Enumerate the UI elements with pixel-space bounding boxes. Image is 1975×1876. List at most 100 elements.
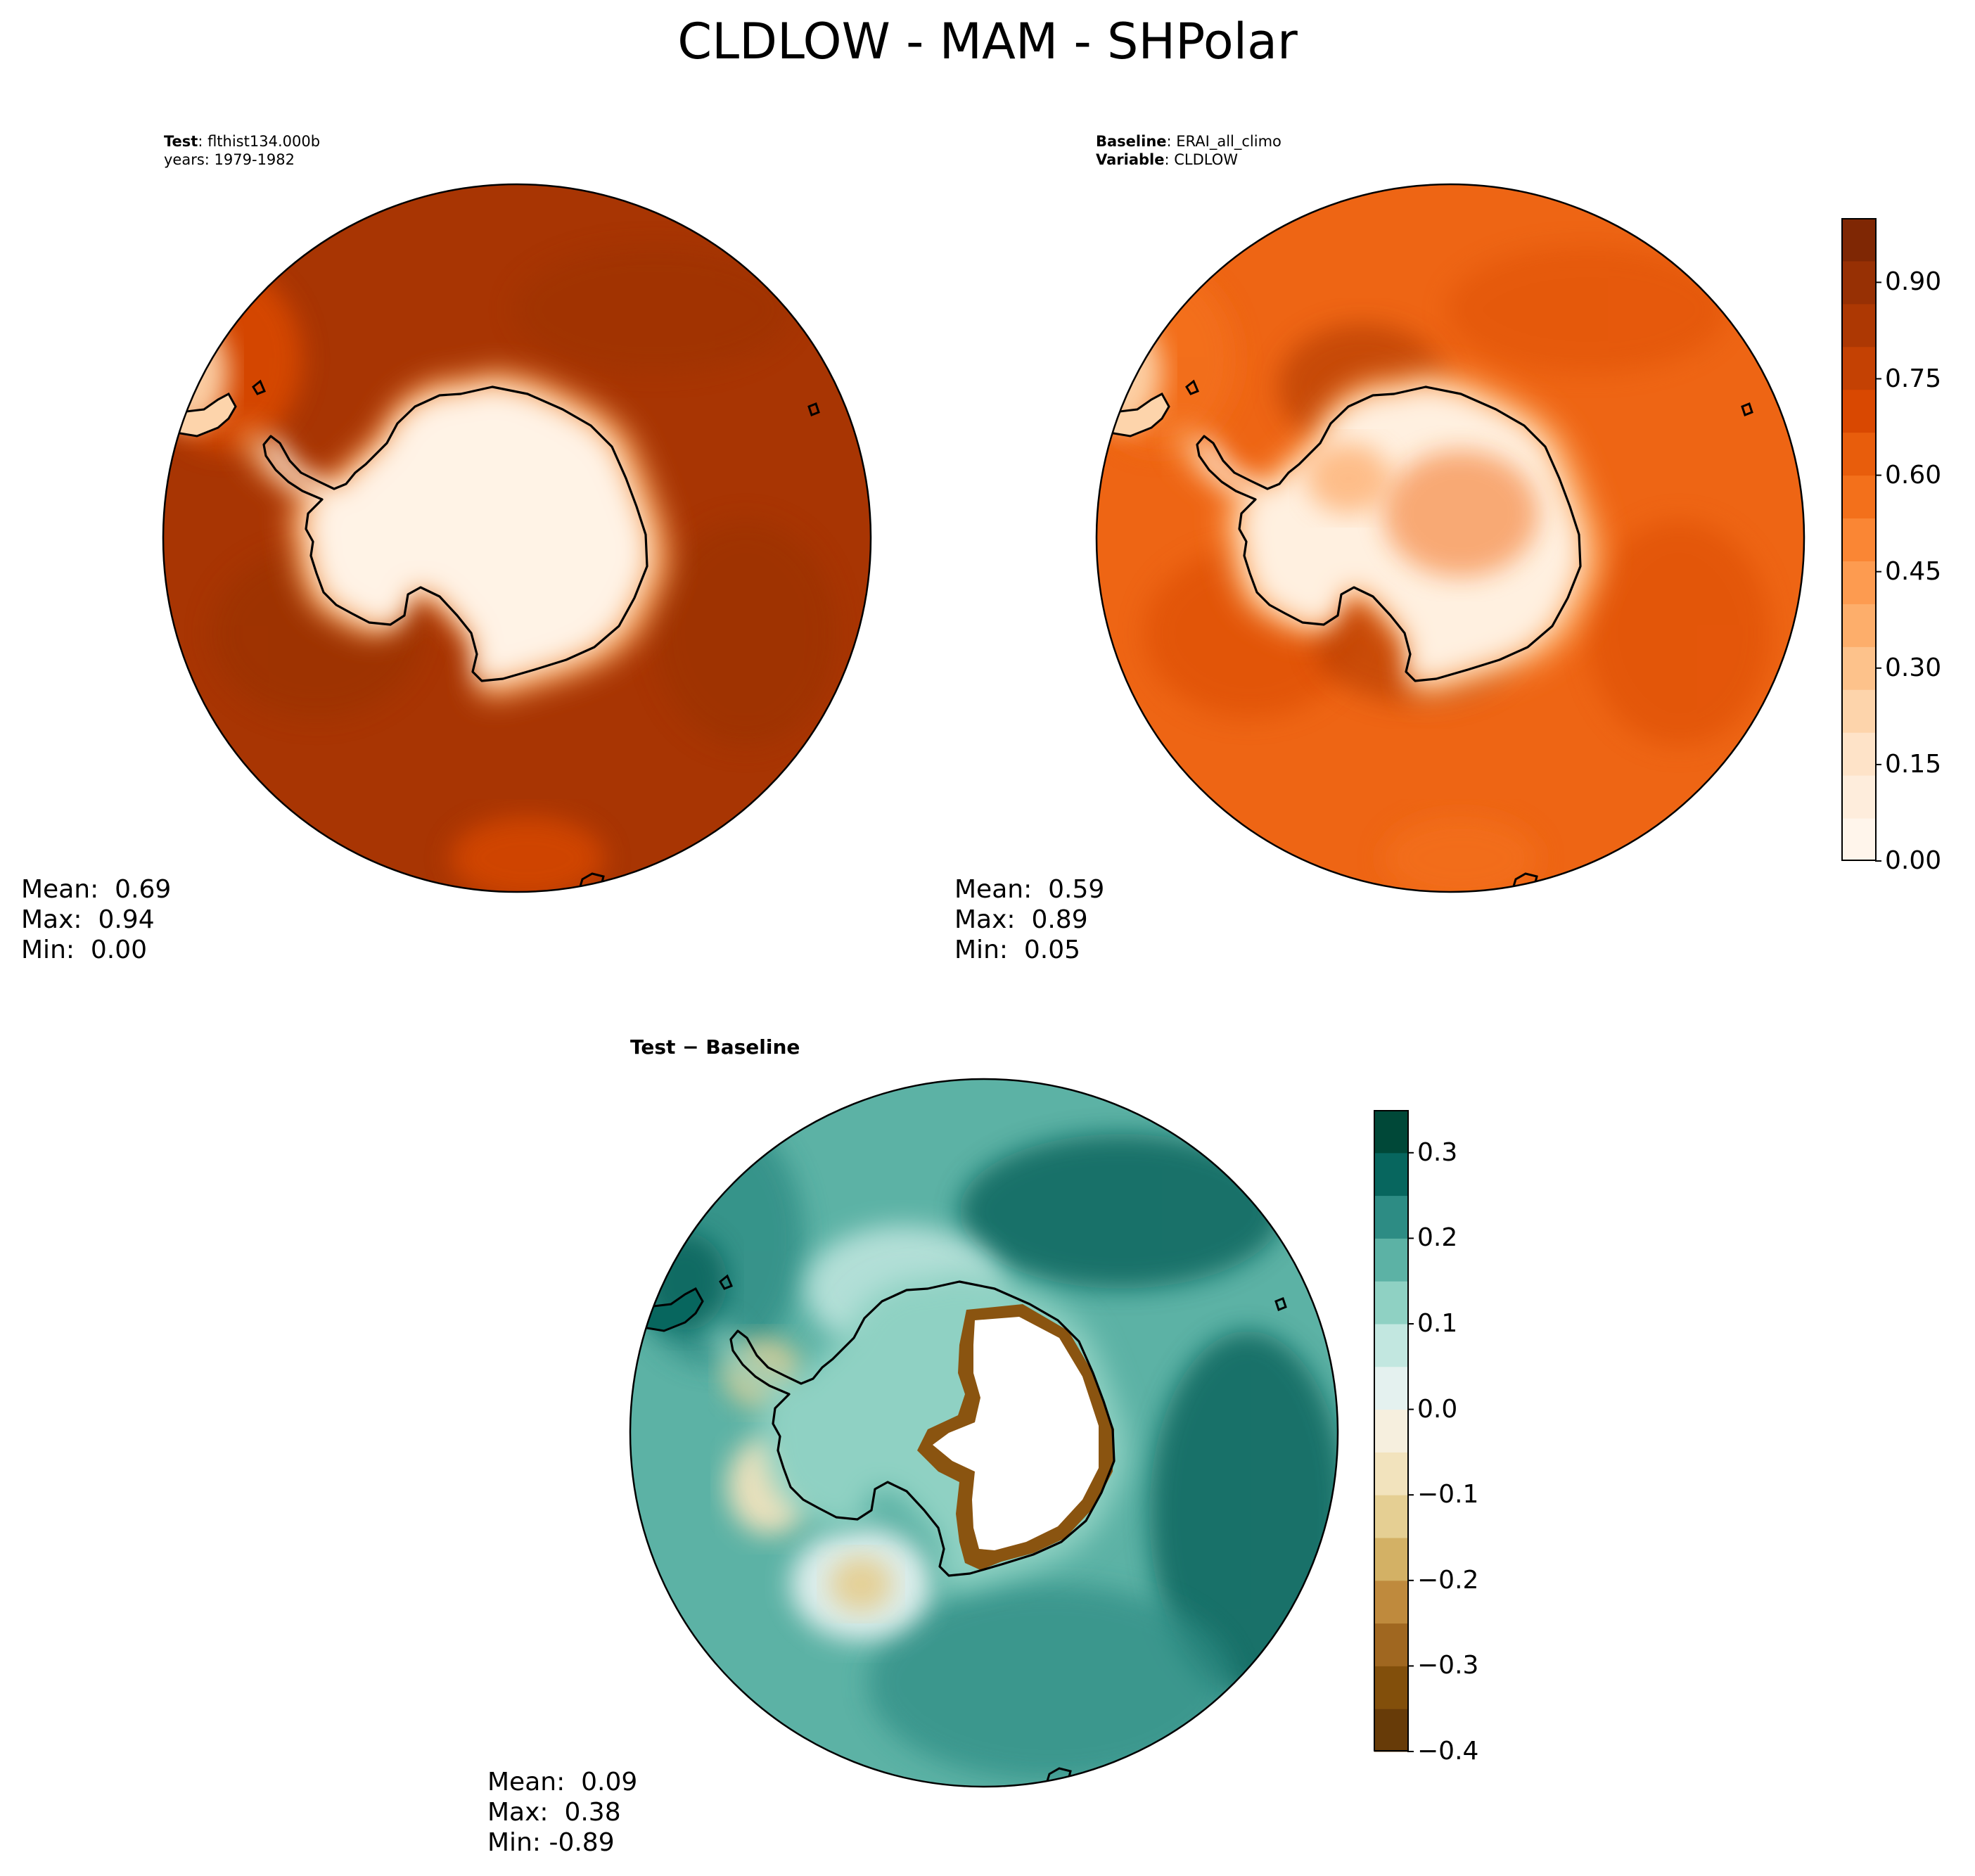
interior-cloud xyxy=(1306,443,1391,513)
difference-min-label: Min: xyxy=(487,1828,542,1857)
test-max-value: 0.94 xyxy=(98,905,155,934)
island-coastline xyxy=(807,402,820,416)
colorbar-tick-label: −0.3 xyxy=(1417,1651,1479,1680)
colorbar-level xyxy=(1374,1324,1408,1367)
colorbar-tick-label: 0.15 xyxy=(1885,749,1942,779)
colorbar-level xyxy=(1374,1110,1408,1154)
colorbar-level xyxy=(1842,218,1876,262)
colorbar-level xyxy=(1374,1495,1408,1538)
colorbar-level xyxy=(1842,260,1876,305)
colorbar-tick-label: 0.2 xyxy=(1417,1223,1458,1253)
falklands-coastline xyxy=(1185,379,1199,395)
difference-panel-label: Test − Baseline xyxy=(630,1038,800,1057)
test-polar-map xyxy=(162,183,872,893)
difference-mean-value: 0.09 xyxy=(581,1768,638,1797)
cloud-patch xyxy=(450,816,605,892)
difference-polar-map xyxy=(629,1078,1339,1788)
australia-coastline xyxy=(1043,1767,1072,1787)
baseline-label-key: Baseline xyxy=(1096,133,1167,150)
variable-label-key: Variable xyxy=(1096,151,1165,168)
map-boundary xyxy=(1095,183,1805,893)
test-mean-value: 0.69 xyxy=(115,875,172,904)
colorbar-level xyxy=(1374,1152,1408,1197)
test-label-key: Test xyxy=(164,133,198,150)
colorbar-tick-label: 0.00 xyxy=(1885,846,1942,875)
figure-title: CLDLOW - MAM - SHPolar xyxy=(677,13,1298,70)
colorbar-level xyxy=(1842,689,1876,733)
colorbar-level xyxy=(1374,1238,1408,1282)
colorbar-level xyxy=(1374,1623,1408,1666)
colorbar-level xyxy=(1842,646,1876,690)
variable-label-value: : CLDLOW xyxy=(1164,151,1239,168)
interior-cloud xyxy=(1383,450,1538,577)
baseline-polar-map xyxy=(1095,183,1805,893)
colorbar-tick-label: 0.1 xyxy=(1417,1309,1458,1338)
colorbar-frame xyxy=(1374,1110,1409,1751)
baseline-mean-label: Mean: xyxy=(954,875,1033,904)
test-min-value: 0.00 xyxy=(90,936,148,964)
colorbar-tick-label: −0.2 xyxy=(1417,1565,1479,1595)
baseline-mean-value: 0.59 xyxy=(1048,875,1105,904)
continent-fill xyxy=(933,1317,1099,1550)
australia-coastline xyxy=(1509,872,1538,892)
baseline-min-value: 0.05 xyxy=(1023,936,1081,964)
map-boundary xyxy=(629,1078,1339,1788)
colorbar-level xyxy=(1842,818,1876,862)
colorbar-tick-label: 0.75 xyxy=(1885,364,1942,393)
island-coastline xyxy=(1274,1297,1287,1311)
difference-mean-label: Mean: xyxy=(487,1768,565,1797)
test-mean-label: Mean: xyxy=(21,875,99,904)
continent-fill xyxy=(264,387,647,681)
colorbar-tick-label: 0.0 xyxy=(1417,1394,1458,1424)
cloud-patch xyxy=(1587,521,1770,746)
falklands-coastline xyxy=(719,1274,733,1290)
difference-min-value: -0.89 xyxy=(549,1828,615,1857)
test-min-label: Min: xyxy=(21,936,75,964)
cloud-patch xyxy=(1447,246,1728,373)
baseline-min-label: Min: xyxy=(954,936,1009,964)
difference-label-key: Test − Baseline xyxy=(630,1035,800,1059)
difference-stats: Mean: 0.09 Max: 0.38 Min: -0.89 xyxy=(487,1767,637,1858)
colorbar-tick-label: 0.60 xyxy=(1885,460,1942,490)
colorbar-frame xyxy=(1841,218,1877,861)
antarctica-coastline xyxy=(262,385,648,682)
colorbar-level xyxy=(1374,1281,1408,1325)
colorbar-level xyxy=(1842,346,1876,390)
colorbar-level xyxy=(1374,1666,1408,1709)
baseline-max-label: Max: xyxy=(954,905,1016,934)
difference-max-value: 0.38 xyxy=(564,1798,621,1827)
colorbar-level xyxy=(1374,1580,1408,1624)
australia-coastline xyxy=(576,872,605,892)
baseline-max-value: 0.89 xyxy=(1031,905,1088,934)
colorbar-level xyxy=(1842,775,1876,819)
baseline-label-value: : ERAI_all_climo xyxy=(1166,133,1281,150)
difference-max-label: Max: xyxy=(487,1798,549,1827)
difference-colorbar xyxy=(1374,1110,1414,1752)
colorbar-tick-label: 0.3 xyxy=(1417,1137,1458,1167)
falklands-coastline xyxy=(252,379,266,395)
baseline-stats: Mean: 0.59 Max: 0.89 Min: 0.05 xyxy=(954,874,1104,965)
map-boundary xyxy=(162,183,872,893)
colorbar-level xyxy=(1374,1195,1408,1239)
test-label-value: : flthist134.000b xyxy=(198,133,321,150)
colorbar-level xyxy=(1842,561,1876,604)
main-colorbar xyxy=(1841,218,1881,862)
cloud-patch xyxy=(513,246,795,373)
colorbar-level xyxy=(1842,389,1876,433)
colorbar-level xyxy=(1374,1538,1408,1581)
colorbar-level xyxy=(1842,732,1876,776)
antarctica-coastline xyxy=(729,1280,1116,1577)
test-stats: Mean: 0.69 Max: 0.94 Min: 0.00 xyxy=(21,874,171,965)
colorbar-tick-label: −0.4 xyxy=(1417,1737,1479,1766)
colorbar-level xyxy=(1842,518,1876,561)
test-max-label: Max: xyxy=(21,905,82,934)
colorbar-tick-label: −0.1 xyxy=(1417,1480,1479,1510)
colorbar-tick-label: 0.45 xyxy=(1885,556,1942,586)
diff-patch xyxy=(829,1556,893,1612)
colorbar-tick-label: 0.90 xyxy=(1885,267,1942,297)
colorbar-tick-label: 0.30 xyxy=(1885,653,1942,682)
colorbar-level xyxy=(1374,1409,1408,1453)
colorbar-level xyxy=(1374,1452,1408,1495)
colorbar-level xyxy=(1842,303,1876,347)
colorbar-level xyxy=(1842,604,1876,647)
